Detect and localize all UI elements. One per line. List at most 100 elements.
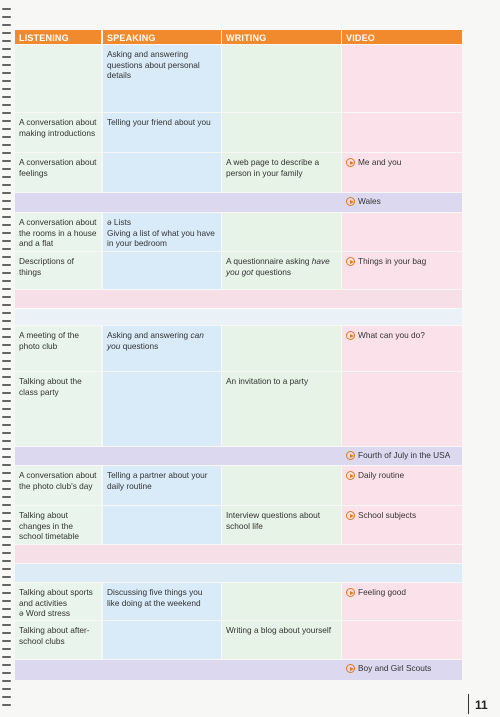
table-cell: [15, 309, 101, 325]
table-cell: [222, 193, 341, 212]
cell-text: Talking about the class party: [19, 376, 97, 397]
table-cell: [222, 326, 341, 371]
text: Talking about changes in the school time…: [19, 510, 79, 541]
spiral-ring: [2, 120, 11, 122]
cell-text: A conversation about making introduction…: [19, 117, 97, 138]
cell-text: Writing a blog about yourself: [226, 625, 337, 636]
spiral-ring: [2, 648, 11, 650]
play-icon: [346, 451, 355, 460]
spiral-ring: [2, 224, 11, 226]
text: Asking and answering: [107, 330, 191, 340]
italic-text: can you: [107, 330, 204, 351]
text: Feeling good: [358, 587, 406, 597]
table-cell: [103, 660, 221, 680]
spiral-ring: [2, 360, 11, 362]
spiral-ring: [2, 64, 11, 66]
text: Interview questions about school life: [226, 510, 321, 531]
cell-text: Telling your friend about you: [107, 117, 217, 128]
cell-text: Feeling good: [346, 587, 458, 598]
spiral-ring: [2, 344, 11, 346]
spiral-ring: [2, 520, 11, 522]
spiral-ring: [2, 624, 11, 626]
text: School subjects: [358, 510, 417, 520]
play-icon: [346, 471, 355, 480]
spiral-ring: [2, 392, 11, 394]
spiral-ring: [2, 312, 11, 314]
page-number: 11: [468, 694, 492, 714]
spiral-ring: [2, 256, 11, 258]
play-icon: [346, 331, 355, 340]
spiral-ring: [2, 440, 11, 442]
spiral-ring: [2, 552, 11, 554]
table-cell: Talking about sports and activities ə Wor…: [15, 583, 101, 620]
spiral-ring: [2, 200, 11, 202]
text: A conversation about making introduction…: [19, 117, 97, 138]
spiral-ring: [2, 160, 11, 162]
spiral-ring: [2, 608, 11, 610]
table-cell: [103, 447, 221, 465]
table-cell: Me and you: [342, 153, 462, 192]
spiral-ring: [2, 80, 11, 82]
spiral-ring: [2, 600, 11, 602]
text: Talking about after-school clubs: [19, 625, 90, 646]
table-cell: [222, 45, 341, 112]
text: Writing a blog about yourself: [226, 625, 331, 635]
spiral-ring: [2, 216, 11, 218]
spiral-ring: [2, 104, 11, 106]
spiral-ring: [2, 496, 11, 498]
spiral-ring: [2, 696, 11, 698]
text: Boy and Girl Scouts: [358, 663, 432, 673]
spiral-ring: [2, 576, 11, 578]
text: ə Word stress: [19, 608, 71, 618]
spiral-ring: [2, 72, 11, 74]
cell-text: What can you do?: [346, 330, 458, 341]
table-cell: [103, 564, 221, 582]
spiral-ring: [2, 400, 11, 402]
spiral-ring: [2, 88, 11, 90]
spiral-ring: [2, 56, 11, 58]
spiral-ring: [2, 432, 11, 434]
text: A web page to describe a person in your …: [226, 157, 320, 178]
table-cell: [103, 193, 221, 212]
cell-text: Telling a partner about your daily routi…: [107, 470, 217, 491]
spiral-ring: [2, 544, 11, 546]
text: An invitation to a party: [226, 376, 309, 386]
spiral-ring: [2, 328, 11, 330]
table-cell: Fourth of July in the USA: [342, 447, 462, 465]
cell-text: A conversation about the photo club's da…: [19, 470, 97, 491]
cell-text: Asking and answering can you questions: [107, 330, 217, 351]
cell-text: Talking about after-school clubs: [19, 625, 97, 646]
spiral-ring: [2, 560, 11, 562]
text: A conversation about the rooms in a hous…: [19, 217, 97, 248]
table-cell: [222, 213, 341, 251]
spiral-ring: [2, 232, 11, 234]
cell-text: ə Lists: [107, 217, 217, 228]
table-cell: [222, 309, 341, 325]
table-cell: [222, 447, 341, 465]
text: Wales: [358, 196, 381, 206]
table-cell: [103, 252, 221, 289]
play-icon: [346, 664, 355, 673]
table-cell: [342, 621, 462, 659]
table-cell: ə Lists Giving a list of what you have in…: [103, 213, 221, 251]
spiral-ring: [2, 8, 11, 10]
table-cell: [103, 290, 221, 308]
table-cell: A questionnaire asking have you got ques…: [222, 252, 341, 289]
cell-text: Things in your bag: [346, 256, 458, 267]
spiral-ring: [2, 456, 11, 458]
spiral-ring: [2, 352, 11, 354]
spiral-ring: [2, 464, 11, 466]
table-cell: What can you do?: [342, 326, 462, 371]
cell-text: A questionnaire asking have you got ques…: [226, 256, 337, 277]
table-cell: [342, 309, 462, 325]
table-cell: School subjects: [342, 506, 462, 544]
table-cell: [15, 545, 101, 563]
table-cell: Talking about after-school clubs: [15, 621, 101, 659]
text: Me and you: [358, 157, 402, 167]
table-cell: A web page to describe a person in your …: [222, 153, 341, 192]
cell-text: Talking about sports and activities: [19, 587, 97, 608]
table-cell: [15, 193, 101, 212]
spiral-ring: [2, 632, 11, 634]
play-icon: [346, 257, 355, 266]
spiral-ring: [2, 368, 11, 370]
